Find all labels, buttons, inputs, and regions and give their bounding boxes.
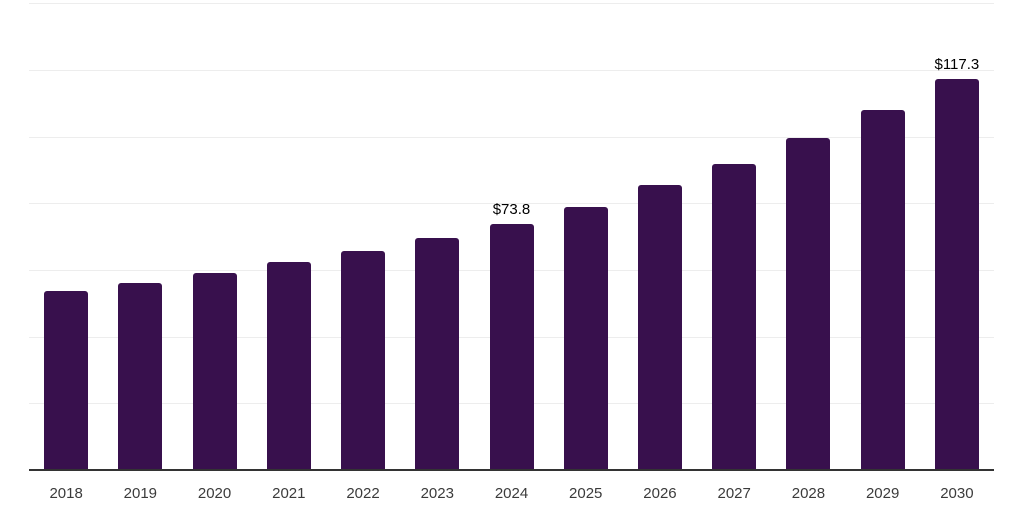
data-label-2030: $117.3 <box>934 55 980 73</box>
bar-2027 <box>712 164 757 470</box>
x-tick-2030: 2030 <box>940 485 974 502</box>
bar-2018 <box>44 291 89 470</box>
x-tick-2021: 2021 <box>272 485 306 502</box>
plot-area: $73.8 $117.3 <box>29 0 994 470</box>
x-tick-2019: 2019 <box>123 485 158 502</box>
gridline-100 <box>29 136 994 138</box>
data-label-2024: $73.8 <box>492 200 531 218</box>
x-tick-2025: 2025 <box>569 485 603 502</box>
bar-2028 <box>786 138 831 470</box>
bar-2030 <box>934 78 979 470</box>
bar-2020 <box>192 272 237 470</box>
x-tick-2029: 2029 <box>865 485 900 502</box>
bar-2023 <box>415 238 460 470</box>
x-axis-labels: 2018 2019 2020 2021 2022 2023 2024 2025 2026 2027… <box>29 484 994 504</box>
x-tick-2022: 2022 <box>346 485 380 502</box>
gridline-80 <box>29 203 994 205</box>
bar-2029 <box>860 109 905 470</box>
x-tick-2026: 2026 <box>643 485 677 502</box>
x-tick-2023: 2023 <box>420 485 454 502</box>
bar-2019 <box>118 282 163 470</box>
bar-2022 <box>341 251 386 470</box>
x-tick-2018: 2018 <box>49 485 83 502</box>
x-tick-2028: 2028 <box>791 485 826 502</box>
bar-2024 <box>489 223 534 470</box>
x-tick-2024: 2024 <box>494 485 529 502</box>
bar-2025 <box>563 206 608 470</box>
x-tick-2027: 2027 <box>717 485 751 502</box>
x-tick-2020: 2020 <box>197 485 232 502</box>
gridline-120 <box>29 69 994 71</box>
bar-2026 <box>637 185 682 470</box>
gridline-140 <box>29 3 994 5</box>
x-axis-line <box>29 469 994 471</box>
bar-2021 <box>266 262 311 470</box>
